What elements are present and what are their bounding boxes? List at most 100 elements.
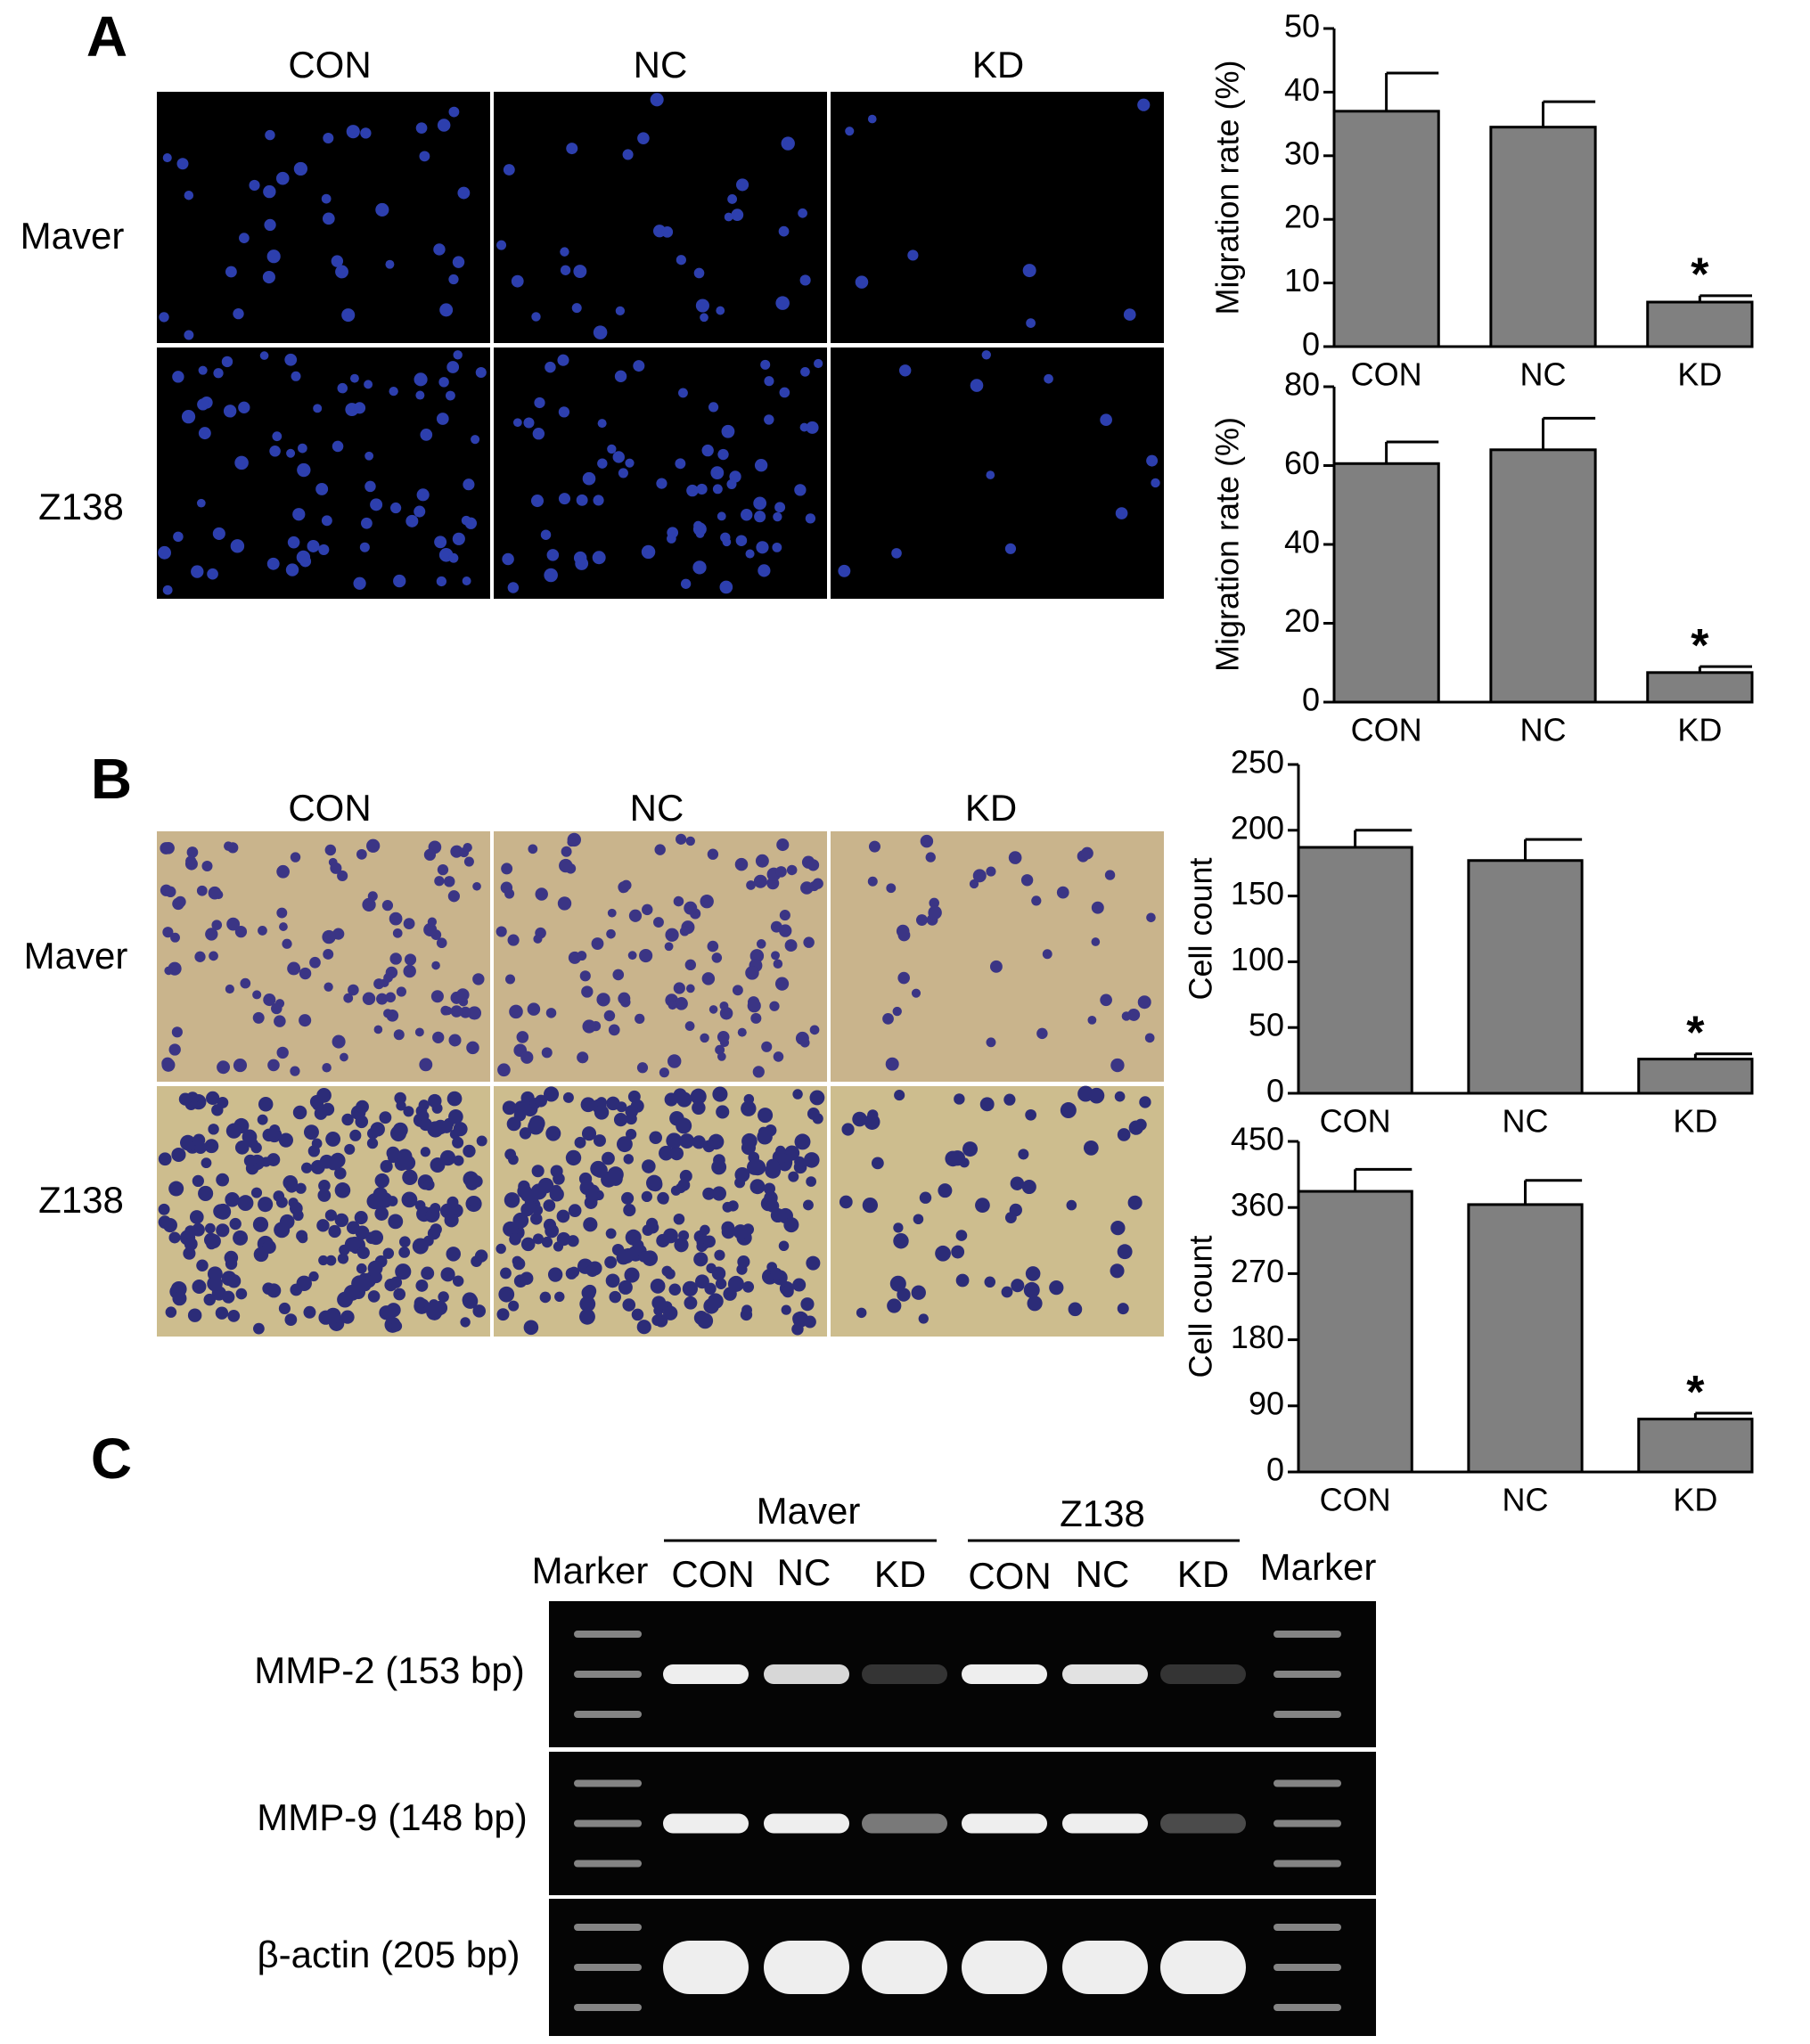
cell [593, 1134, 606, 1148]
cell [189, 1210, 204, 1224]
cell [212, 527, 225, 540]
cell [321, 515, 332, 527]
cell [1010, 1176, 1025, 1190]
cell [706, 1263, 717, 1274]
cell [332, 440, 344, 453]
cell [609, 1290, 622, 1304]
cell [237, 1195, 254, 1212]
cell [618, 468, 628, 478]
cell [587, 1261, 602, 1276]
cell [416, 488, 430, 502]
cell [756, 541, 769, 554]
gel-band [764, 1941, 849, 1994]
cell [605, 1273, 620, 1288]
y-axis-label: Migration rate (%) [1209, 60, 1246, 315]
cell [520, 1051, 534, 1064]
x-tick-label: NC [1520, 712, 1567, 748]
cell [919, 1191, 932, 1204]
cell [717, 448, 729, 461]
significance: * [1686, 1367, 1705, 1419]
cell [217, 1060, 231, 1075]
cell [293, 161, 308, 176]
cell [558, 406, 570, 418]
cell [267, 1059, 280, 1072]
cell [747, 999, 761, 1013]
cell [623, 1204, 636, 1217]
cell [702, 1140, 716, 1153]
cell [334, 1182, 351, 1198]
cell [541, 1047, 553, 1059]
cell [707, 940, 719, 953]
cell [367, 1260, 383, 1276]
cell [403, 964, 416, 978]
cell [403, 1106, 414, 1117]
cell [307, 1145, 320, 1157]
x-tick-label: KD [1673, 1482, 1717, 1518]
cell [314, 1107, 328, 1120]
cell [715, 1044, 725, 1055]
cell [766, 1199, 780, 1213]
cell [543, 1086, 560, 1102]
cell [627, 951, 637, 961]
cell [661, 226, 674, 238]
cell [263, 993, 276, 1007]
cell [651, 1296, 667, 1311]
cell [532, 428, 545, 440]
column-label: KD [972, 44, 1024, 86]
cell [893, 1222, 904, 1233]
cell [753, 496, 767, 511]
cell [164, 966, 173, 976]
significance: * [1686, 1007, 1705, 1059]
cell [693, 520, 703, 531]
cell [374, 1173, 389, 1189]
bar [1637, 1418, 1754, 1474]
gel-row-label: MMP-9 (148 bp) [257, 1796, 527, 1838]
cell [322, 212, 335, 225]
cell [954, 1093, 965, 1105]
cell [423, 922, 438, 936]
cell [867, 114, 877, 124]
cell [184, 1225, 197, 1238]
cell [239, 233, 250, 243]
cell [806, 1176, 816, 1187]
cell [299, 967, 312, 980]
cell [734, 857, 749, 871]
cell [1137, 995, 1151, 1010]
bar [1332, 110, 1440, 348]
cell [453, 350, 463, 360]
cell [693, 1252, 708, 1267]
cell [346, 1221, 360, 1235]
x-tick-label: NC [1503, 1482, 1549, 1518]
cell [274, 1015, 286, 1027]
cell [297, 462, 311, 478]
cell [585, 1189, 599, 1202]
cell [403, 918, 415, 930]
cell [222, 1290, 235, 1304]
cell [620, 879, 632, 891]
cell [321, 193, 332, 204]
cell [436, 413, 449, 425]
cell [423, 848, 437, 861]
cell [677, 1179, 691, 1191]
cell [783, 1217, 799, 1233]
cell [695, 298, 709, 313]
cell [225, 266, 237, 278]
bar [1467, 1203, 1584, 1474]
cell [437, 119, 451, 132]
cell [337, 1253, 349, 1264]
marker-band [1274, 2004, 1341, 2011]
cell [803, 1152, 820, 1168]
cell [784, 939, 798, 953]
y-axis-label: Migration rate (%) [1209, 417, 1246, 672]
y-tick-label: 50 [1284, 8, 1320, 45]
cell [1001, 1286, 1013, 1298]
cell [414, 372, 428, 387]
cell [1146, 454, 1159, 467]
cell [278, 1132, 293, 1148]
marker-band [574, 1671, 642, 1678]
cell [324, 982, 333, 992]
cell [731, 208, 744, 222]
cell [1117, 1303, 1129, 1315]
cell [502, 552, 514, 566]
cell [192, 1133, 206, 1147]
